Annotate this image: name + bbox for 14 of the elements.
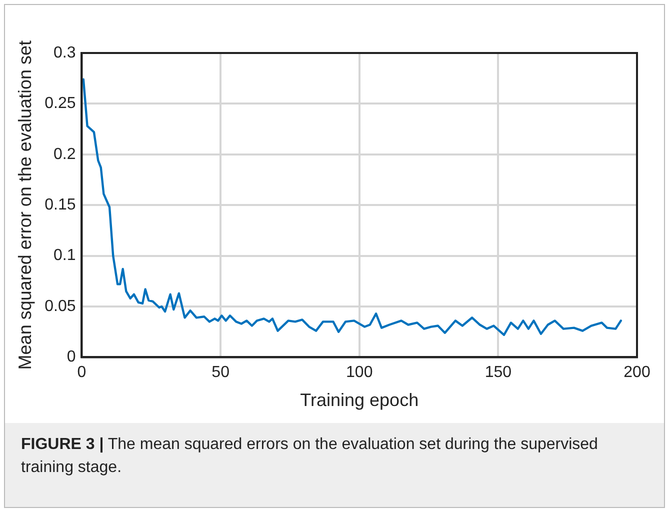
y-tick-label: 0.05 [44,298,76,315]
y-tick-label: 0.15 [44,196,76,214]
x-tick-label: 200 [624,364,650,382]
x-tick-label: 50 [212,364,230,382]
x-tick-label: 100 [346,364,373,382]
x-tick-label: 150 [484,364,512,382]
y-axis-title: Mean squared error on the evaluation set [14,40,35,370]
y-tick-label: 0.3 [53,44,76,62]
y-tick-label: 0.25 [44,95,76,112]
caption: FIGURE 3 | The mean squared errors on the evaluation set during the supervised training stage. [21,435,599,478]
x-axis-title: Training epoch [300,390,419,410]
y-tick-label: 0.1 [53,247,76,264]
y-tick-label: 0 [66,348,76,366]
y-tick-label: 0.2 [53,146,76,163]
